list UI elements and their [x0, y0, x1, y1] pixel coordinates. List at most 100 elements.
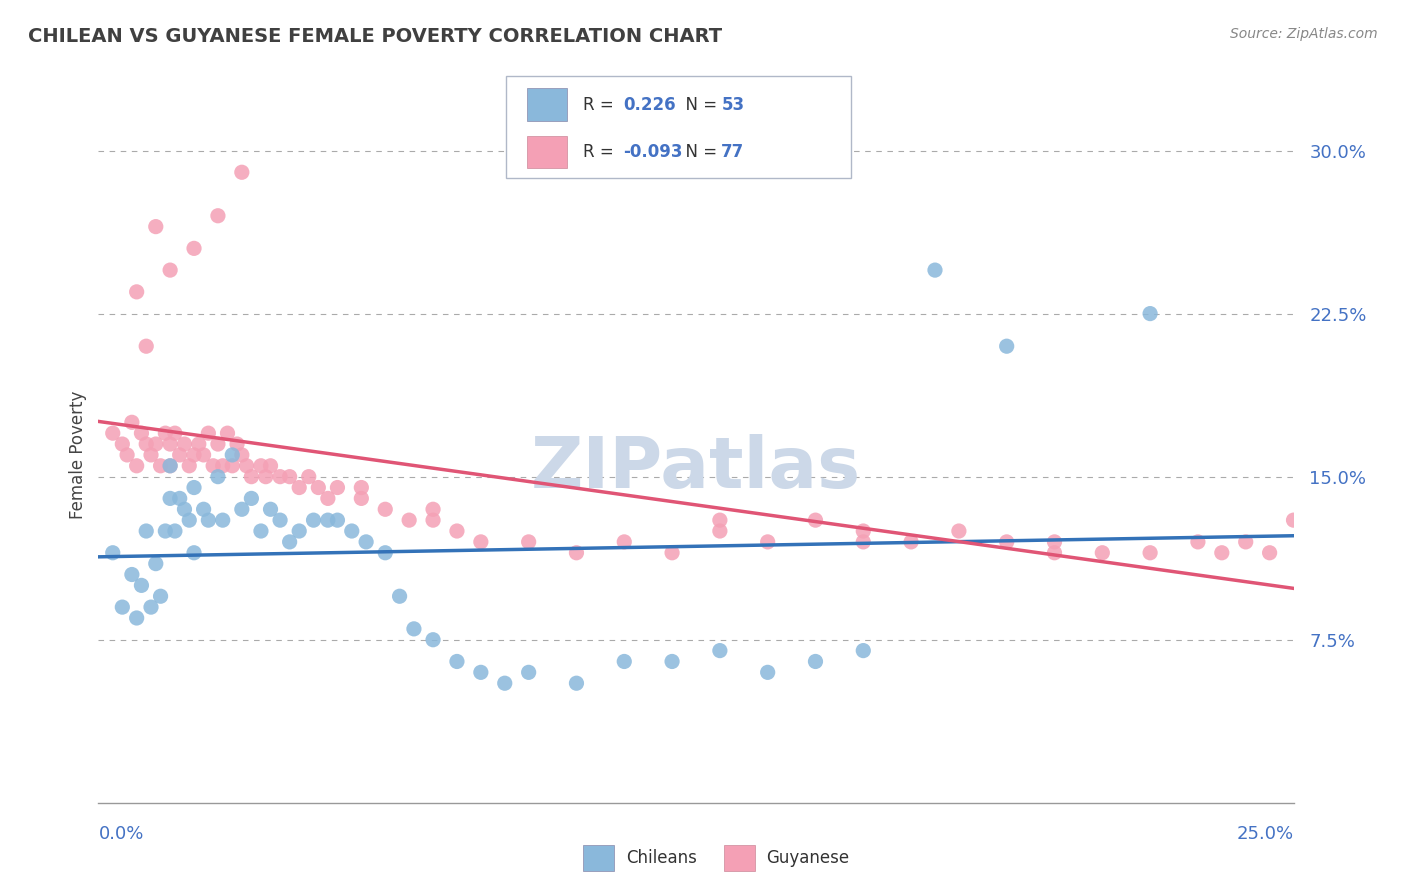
Point — [145, 219, 167, 234]
Point — [804, 655, 827, 669]
Text: N =: N = — [675, 143, 723, 161]
Point — [852, 643, 875, 657]
Point — [207, 209, 229, 223]
Point — [494, 676, 516, 690]
Point — [661, 546, 683, 560]
Point — [135, 437, 157, 451]
Point — [422, 502, 444, 516]
Point — [350, 481, 373, 495]
Point — [240, 491, 263, 506]
Point — [709, 643, 731, 657]
Point — [139, 448, 162, 462]
Point — [374, 546, 396, 560]
Point — [159, 437, 181, 451]
Text: 25.0%: 25.0% — [1236, 825, 1294, 843]
Point — [207, 437, 229, 451]
Point — [1043, 546, 1066, 560]
Text: 77: 77 — [721, 143, 745, 161]
Point — [326, 513, 349, 527]
Point — [155, 426, 177, 441]
Point — [125, 285, 148, 299]
Point — [900, 535, 922, 549]
Point — [169, 491, 191, 506]
Point — [517, 535, 540, 549]
Point — [115, 448, 138, 462]
Point — [661, 655, 683, 669]
Point — [131, 578, 153, 592]
Point — [302, 513, 325, 527]
Point — [149, 458, 172, 473]
Point — [202, 458, 225, 473]
Point — [613, 655, 636, 669]
Point — [446, 524, 468, 538]
Text: Source: ZipAtlas.com: Source: ZipAtlas.com — [1230, 27, 1378, 41]
Point — [101, 546, 124, 560]
Text: N =: N = — [675, 95, 723, 113]
Point — [163, 426, 186, 441]
Point — [756, 535, 779, 549]
Point — [145, 557, 167, 571]
Point — [288, 524, 311, 538]
Point — [226, 437, 249, 451]
Point — [1234, 535, 1257, 549]
Point — [250, 524, 273, 538]
Point — [350, 491, 373, 506]
Point — [135, 339, 157, 353]
Text: CHILEAN VS GUYANESE FEMALE POVERTY CORRELATION CHART: CHILEAN VS GUYANESE FEMALE POVERTY CORRE… — [28, 27, 723, 45]
Point — [565, 676, 588, 690]
Point — [565, 546, 588, 560]
Point — [183, 481, 205, 495]
Point — [924, 263, 946, 277]
Point — [422, 513, 444, 527]
Point — [159, 458, 181, 473]
Point — [159, 458, 181, 473]
Text: Guyanese: Guyanese — [766, 849, 849, 867]
Point — [1139, 546, 1161, 560]
Point — [269, 469, 291, 483]
Point — [231, 502, 253, 516]
Point — [1258, 546, 1281, 560]
Point — [135, 524, 157, 538]
Point — [316, 491, 339, 506]
Point — [240, 469, 263, 483]
Point — [948, 524, 970, 538]
Point — [183, 241, 205, 255]
Text: R =: R = — [583, 95, 624, 113]
Point — [1187, 535, 1209, 549]
Point — [231, 165, 253, 179]
Point — [278, 535, 301, 549]
Point — [709, 513, 731, 527]
Point — [307, 481, 329, 495]
Text: ZIPatlas: ZIPatlas — [531, 434, 860, 503]
Point — [250, 458, 273, 473]
Point — [125, 458, 148, 473]
Point — [388, 589, 411, 603]
Point — [197, 426, 219, 441]
Point — [101, 426, 124, 441]
Point — [613, 535, 636, 549]
Point — [422, 632, 444, 647]
Point — [131, 426, 153, 441]
Point — [217, 426, 239, 441]
Point — [179, 458, 201, 473]
Point — [183, 448, 205, 462]
Point — [470, 535, 492, 549]
Point — [316, 513, 339, 527]
Point — [269, 513, 291, 527]
Point — [995, 339, 1018, 353]
Point — [804, 513, 827, 527]
Point — [193, 448, 215, 462]
Point — [163, 524, 186, 538]
Point — [326, 481, 349, 495]
Point — [995, 535, 1018, 549]
Point — [221, 448, 243, 462]
Point — [470, 665, 492, 680]
Point — [354, 535, 377, 549]
Point — [173, 502, 195, 516]
Point — [1139, 307, 1161, 321]
Point — [1091, 546, 1114, 560]
Point — [235, 458, 257, 473]
Point — [111, 437, 134, 451]
Point — [278, 469, 301, 483]
Point — [207, 469, 229, 483]
